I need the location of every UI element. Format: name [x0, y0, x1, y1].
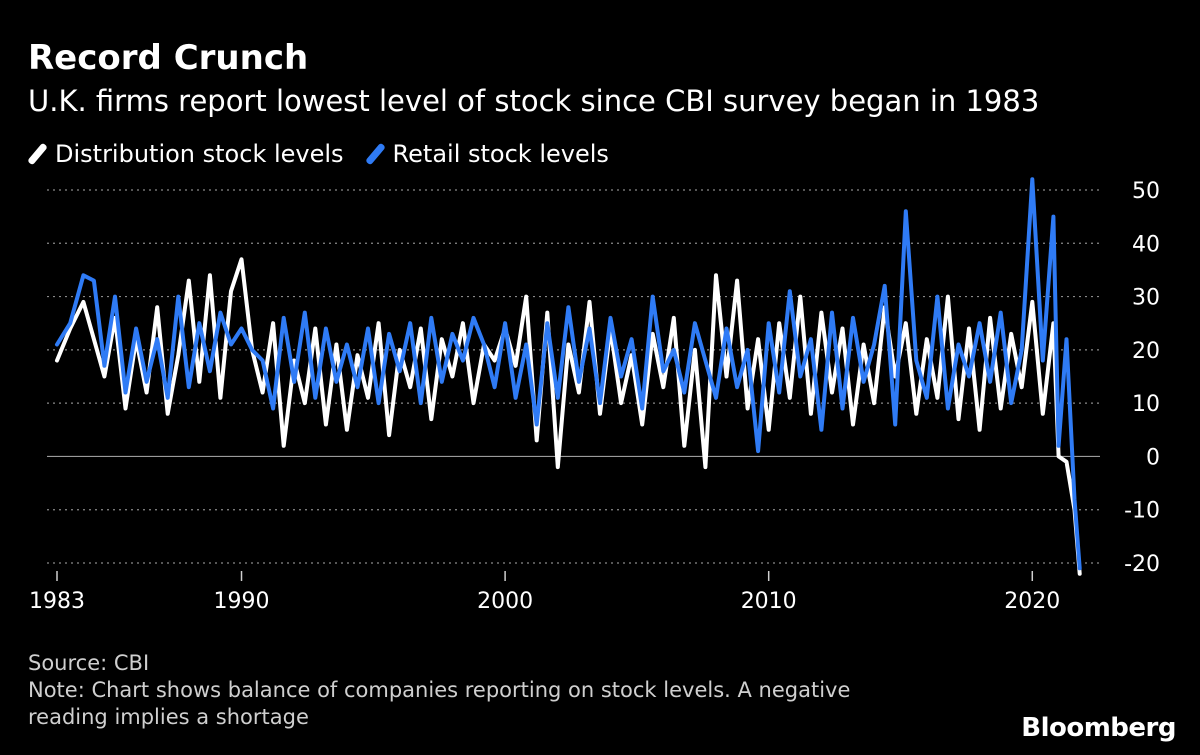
- legend: Distribution stock levels Retail stock l…: [27, 140, 631, 168]
- series-line-retail: [55, 177, 1082, 571]
- note-text: Note: Chart shows balance of companies r…: [28, 678, 851, 729]
- x-tick-label: 2010: [741, 589, 797, 614]
- chart-title: Record Crunch: [28, 38, 309, 78]
- legend-item-retail: Retail stock levels: [364, 140, 609, 168]
- y-tick-label: 50: [1132, 179, 1160, 204]
- x-tick-label: 2000: [477, 589, 533, 614]
- x-tick-label: 1983: [29, 589, 85, 614]
- y-tick-label: -20: [1124, 552, 1160, 577]
- series-layer: [55, 177, 1082, 576]
- footer: Source: CBI Note: Chart shows balance of…: [28, 650, 928, 731]
- legend-item-distribution: Distribution stock levels: [27, 140, 344, 168]
- y-tick-label: 20: [1132, 339, 1160, 364]
- legend-label-distribution: Distribution stock levels: [55, 140, 344, 168]
- grid-lines: [47, 189, 1100, 564]
- y-tick-label: -10: [1124, 499, 1160, 524]
- x-axis: 1983 1990 2000 2010 2020: [29, 571, 1060, 614]
- y-tick-label: 30: [1132, 286, 1160, 311]
- x-tick-label: 2020: [1004, 589, 1060, 614]
- y-tick-label: 0: [1146, 445, 1160, 470]
- bloomberg-logo: Bloomberg: [1021, 713, 1176, 743]
- y-tick-label: 40: [1132, 232, 1160, 257]
- chart-subtitle: U.K. firms report lowest level of stock …: [28, 84, 1040, 118]
- source-text: Source: CBI: [28, 651, 150, 675]
- series-line-distribution: [55, 257, 1082, 576]
- y-tick-label: 10: [1132, 392, 1160, 417]
- x-tick-label: 1990: [214, 589, 270, 614]
- legend-label-retail: Retail stock levels: [392, 140, 609, 168]
- y-axis: 50 40 30 20 10 0 -10 -20: [1124, 179, 1160, 577]
